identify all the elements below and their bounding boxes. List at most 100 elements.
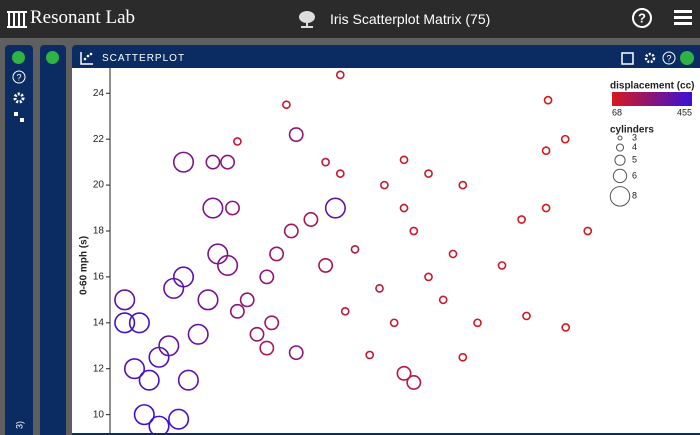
point xyxy=(561,323,571,332)
size-legend-mark xyxy=(612,168,628,184)
point xyxy=(220,154,236,170)
point xyxy=(148,415,170,433)
point xyxy=(541,203,551,213)
menu-button[interactable] xyxy=(674,9,694,27)
y-tick-label: 22 xyxy=(93,134,105,145)
status-ok xyxy=(46,51,59,64)
point xyxy=(282,100,291,110)
point xyxy=(324,197,346,219)
size-legend-label: 3 xyxy=(632,132,637,142)
sidebar: ? 3) xyxy=(5,45,33,435)
sidebar-label: 3) xyxy=(14,421,24,429)
point xyxy=(172,266,195,288)
size-legend-label: 5 xyxy=(632,155,637,165)
point xyxy=(114,289,136,311)
point xyxy=(259,340,275,356)
point xyxy=(424,169,433,178)
point xyxy=(473,318,482,328)
point xyxy=(269,246,285,262)
point xyxy=(205,154,221,170)
size-legend-label: 4 xyxy=(632,142,637,152)
color-bar xyxy=(612,92,692,106)
logo-icon xyxy=(7,11,27,28)
point xyxy=(380,180,389,190)
y-tick-label: 14 xyxy=(93,317,105,328)
point xyxy=(365,350,375,360)
point xyxy=(350,245,360,254)
svg-text:?: ? xyxy=(16,72,21,82)
point xyxy=(389,318,399,328)
point xyxy=(283,223,299,239)
panel-icon xyxy=(80,52,93,65)
point xyxy=(187,323,209,345)
point xyxy=(158,335,180,357)
logo-text: Resonant Lab xyxy=(30,7,136,28)
point xyxy=(168,408,190,430)
point xyxy=(399,155,409,165)
point xyxy=(560,134,570,144)
point xyxy=(340,306,350,316)
size-legend-title: cylinders xyxy=(610,125,654,136)
size-legend-mark xyxy=(617,135,623,141)
y-tick-label: 20 xyxy=(93,180,105,191)
help-button[interactable]: ? xyxy=(631,7,653,29)
point xyxy=(438,295,448,305)
point xyxy=(133,404,155,426)
y-tick-label: 10 xyxy=(93,409,105,420)
point xyxy=(458,352,468,362)
color-legend-label: 455 xyxy=(677,107,692,117)
point xyxy=(202,197,224,219)
y-tick-label: 12 xyxy=(93,363,105,374)
color-legend-label: 68 xyxy=(612,107,622,117)
point xyxy=(138,369,160,391)
scatter-panel: SCATTERPLOT ? 10 12 14 16 18 20 22 24 0-60 mph (… xyxy=(72,45,700,435)
point xyxy=(396,365,412,381)
y-tick-label: 16 xyxy=(93,272,105,283)
point xyxy=(409,226,419,236)
point xyxy=(123,358,146,380)
point xyxy=(229,303,245,319)
point xyxy=(583,226,593,236)
sidebar-icons[interactable]: ? xyxy=(12,70,26,140)
panel-tools[interactable]: ? xyxy=(620,50,700,66)
point xyxy=(335,169,345,178)
point xyxy=(259,269,275,285)
svg-text:?: ? xyxy=(666,53,671,63)
point xyxy=(177,369,199,391)
point xyxy=(128,312,150,334)
point xyxy=(172,151,195,173)
size-legend-label: 6 xyxy=(632,170,637,180)
point xyxy=(543,95,553,105)
point xyxy=(375,284,384,293)
point xyxy=(217,254,239,276)
point xyxy=(318,257,334,273)
size-legend-label: 8 xyxy=(632,191,637,201)
y-tick-label: 18 xyxy=(93,226,105,237)
size-legend-mark xyxy=(615,143,625,152)
point xyxy=(541,146,551,155)
point xyxy=(225,200,240,216)
point xyxy=(207,243,229,265)
top-bar: Resonant Lab Iris Scatterplot Matrix (75… xyxy=(0,0,700,38)
point xyxy=(303,212,319,227)
point xyxy=(517,215,526,224)
size-legend-mark xyxy=(609,186,631,207)
point xyxy=(163,277,185,299)
point xyxy=(406,375,422,390)
point xyxy=(239,292,255,308)
sidebar-2 xyxy=(40,45,66,435)
point xyxy=(424,272,433,282)
point xyxy=(288,127,304,143)
page-title: Iris Scatterplot Matrix (75) xyxy=(330,11,491,27)
status-ok xyxy=(12,51,25,64)
point xyxy=(399,203,409,213)
scatter-chart: 10 12 14 16 18 20 22 24 0-60 mph (s) displacement… xyxy=(72,68,700,433)
point xyxy=(458,180,468,190)
point xyxy=(288,345,304,361)
size-legend-mark xyxy=(614,154,626,166)
point xyxy=(522,311,531,321)
point xyxy=(321,157,330,167)
point xyxy=(197,289,219,311)
point xyxy=(114,312,136,334)
dataset-icon xyxy=(299,11,315,28)
